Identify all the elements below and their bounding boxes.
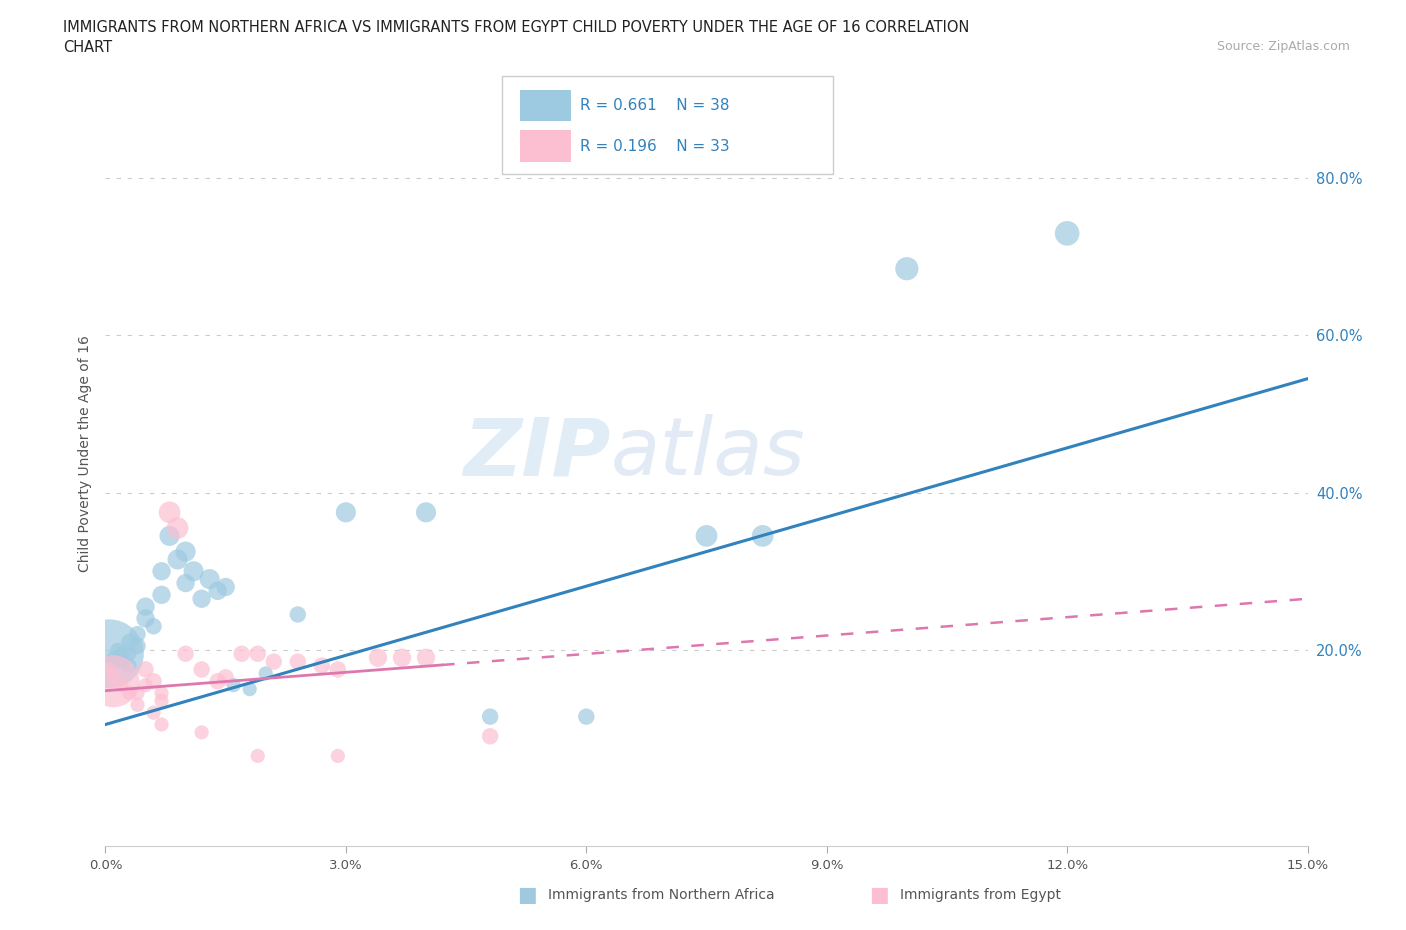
- Y-axis label: Child Poverty Under the Age of 16: Child Poverty Under the Age of 16: [79, 335, 93, 572]
- Text: ZIP: ZIP: [463, 415, 610, 492]
- Text: atlas: atlas: [610, 415, 806, 492]
- Point: [118, 646, 141, 661]
- Point: [326, 662, 349, 677]
- Point: [135, 611, 157, 626]
- Text: R = 0.661    N = 38: R = 0.661 N = 38: [581, 98, 730, 113]
- FancyBboxPatch shape: [520, 130, 571, 162]
- Text: Immigrants from Egypt: Immigrants from Egypt: [900, 887, 1062, 902]
- Point: [222, 678, 245, 693]
- Text: ■: ■: [869, 884, 889, 905]
- Point: [190, 662, 212, 677]
- Point: [150, 694, 173, 709]
- Point: [142, 705, 165, 720]
- Point: [246, 646, 269, 661]
- Point: [696, 528, 718, 543]
- Point: [239, 682, 262, 697]
- Point: [391, 650, 413, 665]
- Point: [479, 729, 502, 744]
- Point: [142, 618, 165, 633]
- Point: [174, 544, 197, 559]
- Point: [118, 658, 141, 673]
- Point: [118, 685, 141, 700]
- Point: [127, 698, 149, 712]
- Point: [896, 261, 918, 276]
- Point: [214, 579, 236, 594]
- Point: [174, 646, 197, 661]
- Point: [135, 599, 157, 614]
- Point: [246, 749, 269, 764]
- Point: [174, 576, 197, 591]
- Point: [159, 505, 181, 520]
- Text: Source: ZipAtlas.com: Source: ZipAtlas.com: [1216, 40, 1350, 53]
- Point: [142, 674, 165, 689]
- Point: [415, 650, 437, 665]
- Point: [127, 627, 149, 642]
- Point: [326, 749, 349, 764]
- Point: [103, 650, 125, 665]
- Point: [159, 528, 181, 543]
- Point: [110, 654, 132, 669]
- FancyBboxPatch shape: [520, 89, 571, 121]
- Point: [207, 674, 229, 689]
- Point: [263, 654, 285, 669]
- Text: Immigrants from Northern Africa: Immigrants from Northern Africa: [548, 887, 775, 902]
- Point: [190, 591, 212, 606]
- Point: [198, 572, 221, 587]
- Point: [103, 670, 125, 684]
- Point: [367, 650, 389, 665]
- Point: [231, 646, 253, 661]
- Point: [150, 588, 173, 603]
- Point: [110, 678, 132, 693]
- Point: [150, 717, 173, 732]
- Point: [98, 646, 121, 661]
- Point: [183, 564, 205, 578]
- Point: [150, 564, 173, 578]
- Point: [751, 528, 773, 543]
- Point: [110, 646, 132, 661]
- Point: [127, 639, 149, 654]
- Point: [135, 678, 157, 693]
- Point: [166, 552, 188, 567]
- Point: [135, 662, 157, 677]
- Point: [103, 674, 125, 689]
- Point: [150, 685, 173, 700]
- Point: [98, 662, 121, 677]
- Point: [311, 658, 333, 673]
- Text: R = 0.196    N = 33: R = 0.196 N = 33: [581, 139, 730, 153]
- Point: [127, 685, 149, 700]
- FancyBboxPatch shape: [502, 76, 832, 175]
- Point: [287, 654, 309, 669]
- Point: [103, 654, 125, 669]
- Text: IMMIGRANTS FROM NORTHERN AFRICA VS IMMIGRANTS FROM EGYPT CHILD POVERTY UNDER THE: IMMIGRANTS FROM NORTHERN AFRICA VS IMMIG…: [63, 20, 970, 35]
- Point: [103, 654, 125, 669]
- Point: [1056, 226, 1078, 241]
- Point: [207, 583, 229, 598]
- Point: [166, 521, 188, 536]
- Point: [479, 710, 502, 724]
- Point: [190, 724, 212, 739]
- Point: [118, 634, 141, 649]
- Text: ■: ■: [517, 884, 537, 905]
- Point: [415, 505, 437, 520]
- Point: [575, 710, 598, 724]
- Point: [287, 607, 309, 622]
- Point: [254, 666, 277, 681]
- Point: [214, 670, 236, 684]
- Point: [335, 505, 357, 520]
- Text: CHART: CHART: [63, 40, 112, 55]
- Point: [107, 643, 129, 658]
